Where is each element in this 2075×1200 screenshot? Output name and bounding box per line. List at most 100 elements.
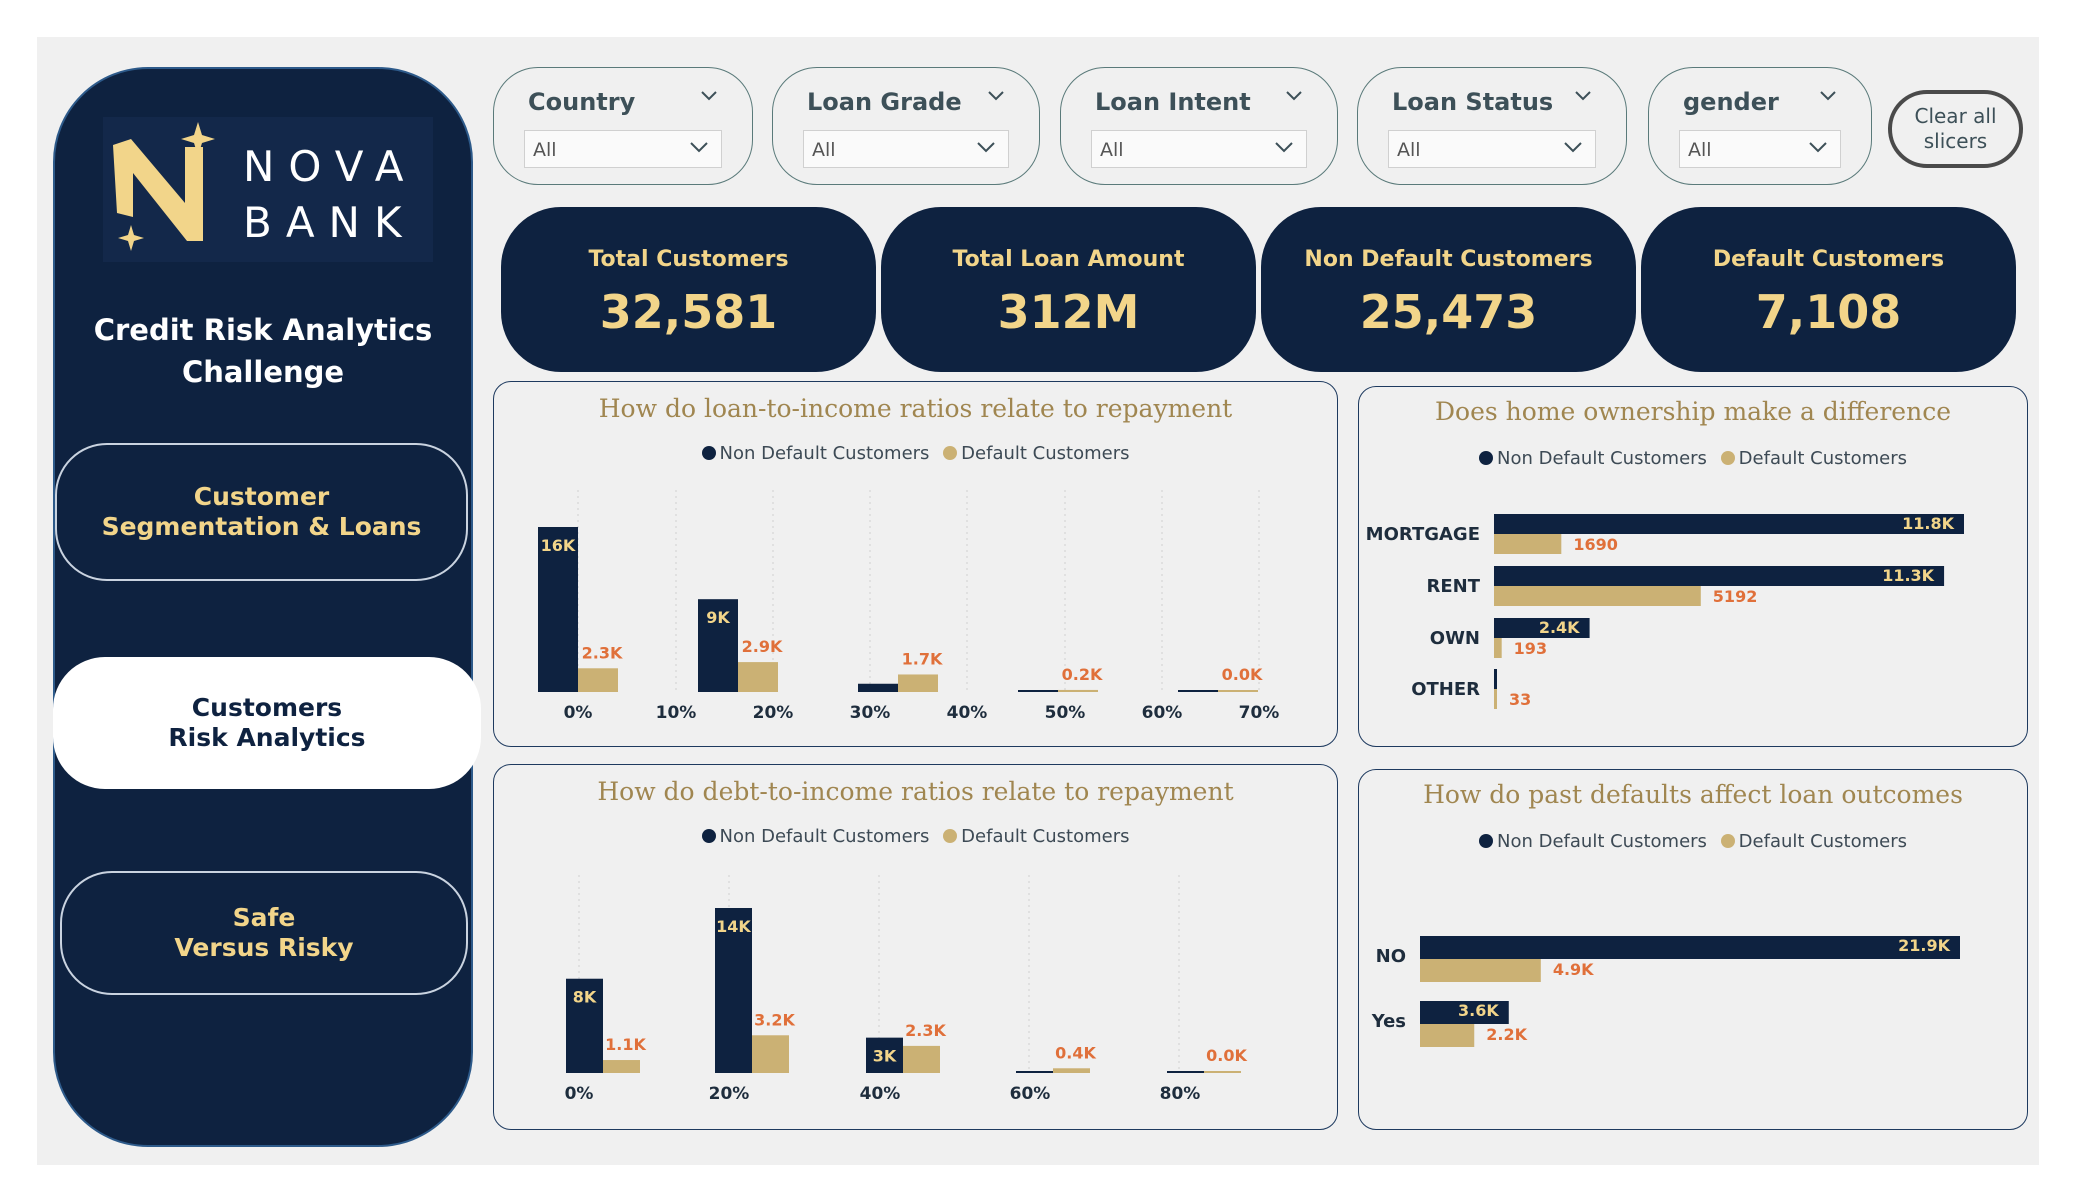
data-label-default: 0.2K xyxy=(1062,665,1103,684)
nav-customer-segmentation-button[interactable]: Customer Segmentation & Loans xyxy=(55,443,468,581)
bar-default xyxy=(603,1060,640,1073)
report-title-line2: Challenge xyxy=(181,355,345,389)
kpi-default-customers: Default Customers 7,108 xyxy=(1641,207,2016,372)
nova-bank-logo xyxy=(103,117,433,262)
chevron-down-icon[interactable] xyxy=(700,90,718,102)
data-label-default: 2.3K xyxy=(582,643,623,662)
report-title-line1: Credit Risk Analytics xyxy=(93,313,433,347)
legend-non-default[interactable]: Non Default Customers xyxy=(1479,448,1707,469)
legend-default[interactable]: Default Customers xyxy=(943,826,1129,847)
data-label-non-default: 8K xyxy=(573,988,597,1007)
bar-default xyxy=(1420,959,1541,982)
bar-default xyxy=(1494,689,1497,709)
chevron-down-icon xyxy=(690,142,708,153)
bar-non-default xyxy=(1494,514,1964,534)
chart-title: How do loan-to-income ratios relate to r… xyxy=(598,394,1233,423)
x-tick-label: 60% xyxy=(1142,703,1183,723)
legend-label: Default Customers xyxy=(1738,448,1907,469)
data-label-default: 193 xyxy=(1514,639,1547,658)
slicer-value: All xyxy=(1397,139,1421,161)
data-label-non-default: 3.6K xyxy=(1458,1001,1499,1020)
legend-non-default[interactable]: Non Default Customers xyxy=(1479,831,1707,852)
kpi-value: 312M xyxy=(997,285,1140,339)
nav-safe-versus-risky-button[interactable]: Safe Versus Risky xyxy=(60,871,468,995)
chevron-down-icon[interactable] xyxy=(1574,90,1592,102)
legend-default[interactable]: Default Customers xyxy=(1720,831,1907,852)
slicer-gender: gender All xyxy=(1648,67,1872,185)
data-label-default: 2.9K xyxy=(742,637,783,656)
data-label-non-default: 14K xyxy=(716,917,751,936)
legend-label: Default Customers xyxy=(961,826,1130,847)
chart-plot: NO 21.9K 4.9K Yes 3.6K 2.2K xyxy=(1371,936,1960,1047)
chart-plot: 16K 2.3K 9K 2.9K 1.7K 0.2K 0.0K 0% 10% 20% 30% 40% 5… xyxy=(538,490,1279,723)
logo-word-nova: NOVA xyxy=(243,142,418,191)
data-label-default: 2.3K xyxy=(905,1021,946,1040)
chart-past-defaults: How do past defaults affect loan outcome… xyxy=(1358,769,2028,1130)
logo-word-bank: BANK xyxy=(243,198,416,247)
chart-legend: Non Default Customers Default Customers xyxy=(1359,831,2027,852)
legend-non-default[interactable]: Non Default Customers xyxy=(701,826,929,847)
slicer-value: All xyxy=(812,139,836,161)
bar-default xyxy=(1420,1024,1475,1047)
kpi-label: Default Customers xyxy=(1712,247,1945,272)
legend-label: Non Default Customers xyxy=(1497,448,1707,469)
chevron-down-icon[interactable] xyxy=(1285,90,1303,102)
slicer-dropdown[interactable]: All xyxy=(1679,130,1841,168)
slicer-dropdown[interactable]: All xyxy=(1091,130,1307,168)
kpi-label: Non Default Customers xyxy=(1304,247,1593,272)
legend-dot xyxy=(943,829,958,843)
chart-title: How do debt-to-income ratios relate to r… xyxy=(597,777,1234,806)
chevron-down-icon[interactable] xyxy=(1819,90,1837,102)
legend-label: Default Customers xyxy=(961,443,1130,464)
bar-default xyxy=(578,668,618,692)
kpi-label: Total Customers xyxy=(588,247,789,272)
bar-non-default xyxy=(715,908,752,1073)
slicer-label: Country xyxy=(528,88,636,116)
slicer-label: Loan Intent xyxy=(1095,88,1251,116)
data-label-non-default: 11.3K xyxy=(1882,566,1934,585)
legend-label: Non Default Customers xyxy=(1497,831,1707,852)
x-tick-label: 20% xyxy=(753,703,794,723)
kpi-label: Total Loan Amount xyxy=(952,247,1185,272)
chevron-down-icon[interactable] xyxy=(987,90,1005,102)
clear-all-slicers-button[interactable]: Clear all slicers xyxy=(1888,90,2023,168)
legend-default[interactable]: Default Customers xyxy=(943,443,1129,464)
bar-default xyxy=(898,674,938,692)
bar-non-default xyxy=(1494,618,1590,638)
slicer-label: Loan Status xyxy=(1392,88,1554,116)
kpi-value: 32,581 xyxy=(599,285,778,339)
data-label-non-default: 2.4K xyxy=(1539,618,1580,637)
y-category-label: RENT xyxy=(1427,576,1481,597)
y-category-label: Yes xyxy=(1371,1011,1406,1032)
legend-dot xyxy=(1720,451,1735,465)
slicer-label: Loan Grade xyxy=(807,88,962,116)
slicer-country: Country All xyxy=(493,67,753,185)
legend-default[interactable]: Default Customers xyxy=(1720,448,1907,469)
chart-legend: Non Default Customers Default Customers xyxy=(1359,448,2027,469)
bar-default xyxy=(903,1045,940,1073)
nav-customers-risk-analytics-button[interactable]: Customers Risk Analytics xyxy=(53,657,481,789)
slicer-dropdown[interactable]: All xyxy=(803,130,1009,168)
x-tick-label: 60% xyxy=(1010,1084,1051,1104)
slicer-value: All xyxy=(533,139,557,161)
data-label-default: 1.7K xyxy=(902,649,943,668)
chevron-down-icon xyxy=(1275,142,1293,153)
bar-non-default xyxy=(1178,690,1218,692)
data-label-default: 1.1K xyxy=(605,1035,646,1054)
chart-home-ownership: Does home ownership make a difference No… xyxy=(1358,386,2028,747)
x-tick-label: 30% xyxy=(850,703,891,723)
bar-default xyxy=(1218,690,1258,692)
kpi-total-customers: Total Customers 32,581 xyxy=(501,207,876,372)
bar-default xyxy=(738,662,778,692)
chevron-down-icon xyxy=(1809,142,1827,153)
bar-default xyxy=(1058,689,1098,692)
slicer-dropdown[interactable]: All xyxy=(1388,130,1596,168)
slicer-loan-grade: Loan Grade All xyxy=(772,67,1040,185)
kpi-value: 25,473 xyxy=(1359,285,1538,339)
legend-dot xyxy=(1720,834,1735,848)
x-tick-label: 80% xyxy=(1160,1084,1201,1104)
bar-non-default xyxy=(698,599,738,692)
kpi-non-default-customers: Non Default Customers 25,473 xyxy=(1261,207,1636,372)
legend-non-default[interactable]: Non Default Customers xyxy=(701,443,929,464)
slicer-dropdown[interactable]: All xyxy=(524,130,722,168)
